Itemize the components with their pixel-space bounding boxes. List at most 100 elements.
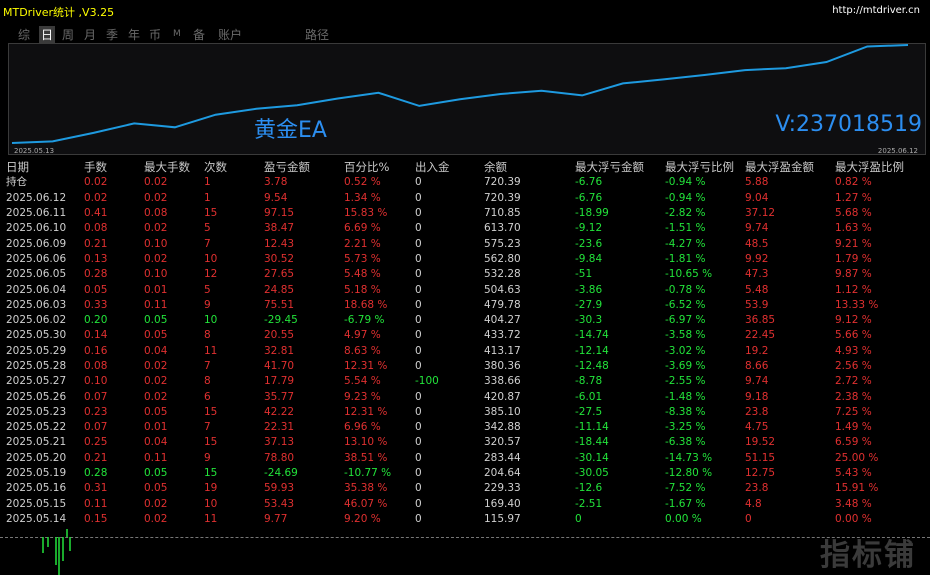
table-cell: -2.55 % xyxy=(665,375,706,388)
table-cell: 0.05 xyxy=(84,283,108,296)
table-cell: 9.74 xyxy=(745,222,769,235)
table-row[interactable]: 2025.05.26 0.07 0.02 6 35.77 9.23 % 0 420.87 -6.… xyxy=(0,389,920,404)
table-cell: 0.33 xyxy=(84,298,108,311)
title-bar: MTDriver统计 ,V3.25 http://mtdriver.cn xyxy=(0,0,930,22)
app-title: MTDriver统计 ,V3.25 xyxy=(3,6,115,19)
table-cell: 1.49 % xyxy=(835,421,872,434)
table-cell: 32.81 xyxy=(264,344,295,357)
table-cell: 338.66 xyxy=(484,375,521,388)
table-cell: 9 xyxy=(204,298,211,311)
table-cell: 0.10 xyxy=(84,375,108,388)
table-cell: 0.02 xyxy=(144,191,168,204)
table-row[interactable]: 2025.05.29 0.16 0.04 11 32.81 8.63 % 0 413.17 -1… xyxy=(0,344,920,359)
table-cell: 2025.06.05 xyxy=(6,268,67,281)
table-cell: 720.39 xyxy=(484,191,521,204)
table-cell: 0 xyxy=(415,421,422,434)
toolbar-item-8[interactable]: 备 xyxy=(193,28,206,42)
table-cell: 0.02 xyxy=(144,252,168,265)
table-cell: 12.31 % xyxy=(344,360,388,372)
table-row[interactable]: 2025.06.03 0.33 0.11 9 75.51 18.68 % 0 479.78 -2… xyxy=(0,298,920,313)
toolbar-item-7[interactable]: M xyxy=(173,29,181,39)
table-cell: 2025.06.10 xyxy=(6,222,67,235)
table-cell: -9.84 xyxy=(575,252,603,265)
table-cell: 0.10 xyxy=(144,268,168,281)
table-row[interactable]: 2025.06.10 0.08 0.02 5 38.47 6.69 % 0 613.70 -9.… xyxy=(0,221,920,236)
table-cell: 0.01 xyxy=(144,421,168,434)
table-row[interactable]: 2025.05.30 0.14 0.05 8 20.55 4.97 % 0 433.72 -14… xyxy=(0,328,920,343)
table-row[interactable]: 2025.06.11 0.41 0.08 15 97.15 15.83 % 0 710.85 -… xyxy=(0,206,920,221)
table-cell: 5.48 % xyxy=(344,268,381,281)
table-row[interactable]: 2025.06.05 0.28 0.10 12 27.65 5.48 % 0 532.28 -5… xyxy=(0,267,920,282)
toolbar-item-3[interactable]: 月 xyxy=(84,28,97,42)
table-cell: 19 xyxy=(204,482,218,495)
table-cell: 2025.06.04 xyxy=(6,283,67,296)
table-cell: 0.14 xyxy=(84,329,108,342)
table-cell: 4.75 xyxy=(745,421,769,434)
table-cell: 10 xyxy=(204,314,218,327)
table-cell: 23.8 xyxy=(745,405,769,418)
table-cell: 0.08 xyxy=(84,222,108,235)
daily-stats-table: 日期 手数 最大手数 次数 盈亏金额 百分比% 出入金 余额 最大浮亏金额 最大浮亏比例 最大浮盈金… xyxy=(0,160,920,558)
table-row[interactable]: 2025.06.09 0.21 0.10 7 12.43 2.21 % 0 575.23 -23… xyxy=(0,236,920,251)
table-header-cell: 最大浮盈金额 xyxy=(745,160,814,175)
table-row[interactable]: 2025.05.15 0.11 0.02 10 53.43 46.07 % 0 169.40 -… xyxy=(0,497,920,512)
table-cell: 2025.05.22 xyxy=(6,421,67,434)
table-cell: 7.25 % xyxy=(835,405,872,418)
table-cell: -12.6 xyxy=(575,482,603,495)
table-row[interactable]: 2025.06.02 0.20 0.05 10 -29.45 -6.79 % 0 404.27… xyxy=(0,313,920,328)
table-cell: -12.80 % xyxy=(665,467,713,480)
table-row[interactable]: 2025.05.19 0.28 0.05 15 -24.69 -10.77 % 0 204.6… xyxy=(0,466,920,481)
toolbar-item-4[interactable]: 季 xyxy=(106,28,119,42)
table-cell: 5.48 xyxy=(745,283,769,296)
table-row[interactable]: 2025.05.14 0.15 0.02 11 9.77 9.20 % 0 115.97 0 0.… xyxy=(0,512,920,527)
table-cell: -6.97 % xyxy=(665,314,706,327)
table-cell: 20.55 xyxy=(264,329,295,342)
table-cell: 19.2 xyxy=(745,344,769,357)
table-cell: 0 xyxy=(415,405,422,418)
toolbar-item-2[interactable]: 周 xyxy=(62,28,75,42)
table-row[interactable]: 2025.05.21 0.25 0.04 15 37.13 13.10 % 0 320.57 -… xyxy=(0,435,920,450)
table-cell: 0 xyxy=(415,314,422,327)
table-cell: 532.28 xyxy=(484,268,521,281)
table-row[interactable]: 2025.05.20 0.21 0.11 9 78.80 38.51 % 0 283.44 -3… xyxy=(0,451,920,466)
table-cell: -0.78 % xyxy=(665,283,706,296)
table-header-cell: 最大手数 xyxy=(144,160,190,175)
table-cell: 0.10 xyxy=(144,237,168,250)
table-cell: 12.43 xyxy=(264,237,295,250)
table-cell: -1.51 % xyxy=(665,222,706,235)
site-url-link[interactable]: http://mtdriver.cn xyxy=(832,5,920,16)
table-cell: -29.45 xyxy=(264,314,298,327)
table-row[interactable]: 2025.06.06 0.13 0.02 10 30.52 5.73 % 0 562.80 -9… xyxy=(0,252,920,267)
table-row[interactable]: 2025.05.22 0.07 0.01 7 22.31 6.96 % 0 342.88 -11… xyxy=(0,420,920,435)
table-row[interactable]: 2025.05.28 0.08 0.02 7 41.70 12.31 % 0 380.36 -1… xyxy=(0,359,920,374)
table-cell: 1 xyxy=(204,191,211,204)
toolbar-item-0[interactable]: 综 xyxy=(18,28,31,42)
toolbar-item-9[interactable]: 账户 xyxy=(218,28,243,42)
table-cell: 0.20 xyxy=(84,314,108,327)
table-cell: 0.02 xyxy=(144,176,168,189)
toolbar-item-6[interactable]: 币 xyxy=(149,28,162,42)
table-cell: 5.66 % xyxy=(835,329,872,342)
toolbar-item-5[interactable]: 年 xyxy=(128,28,141,42)
toolbar-item-10[interactable]: 路径 xyxy=(305,28,330,42)
table-cell: 1.79 % xyxy=(835,252,872,265)
table-cell: 13.33 % xyxy=(835,298,879,311)
table-cell: 15 xyxy=(204,207,218,220)
table-cell: 3.48 % xyxy=(835,497,872,510)
toolbar-item-1[interactable]: 日 xyxy=(39,26,56,43)
table-cell: 479.78 xyxy=(484,298,521,311)
table-cell: 0.28 xyxy=(84,467,108,480)
table-row[interactable]: 2025.05.27 0.10 0.02 8 17.79 5.54 % -100 338.66… xyxy=(0,374,920,389)
table-cell: 2025.05.28 xyxy=(6,360,67,372)
table-row[interactable]: 2025.06.04 0.05 0.01 5 24.85 5.18 % 0 504.63 -3.… xyxy=(0,282,920,297)
table-cell: 0.25 xyxy=(84,436,108,449)
table-cell: -6.01 xyxy=(575,390,603,403)
table-cell: 2025.05.27 xyxy=(6,375,67,388)
table-row[interactable]: 持仓 0.02 0.02 1 3.78 0.52 % 0 720.39 -6.76 -0.94 %… xyxy=(0,175,920,190)
table-cell: 6.96 % xyxy=(344,421,381,434)
table-cell: 413.17 xyxy=(484,344,521,357)
table-row[interactable]: 2025.05.16 0.31 0.05 19 59.93 35.38 % 0 229.33 -… xyxy=(0,481,920,496)
table-row[interactable]: 2025.05.23 0.23 0.05 15 42.22 12.31 % 0 385.10 -… xyxy=(0,405,920,420)
table-cell: 15 xyxy=(204,405,218,418)
table-row[interactable]: 2025.06.12 0.02 0.02 1 9.54 1.34 % 0 720.39 -6.7… xyxy=(0,191,920,206)
